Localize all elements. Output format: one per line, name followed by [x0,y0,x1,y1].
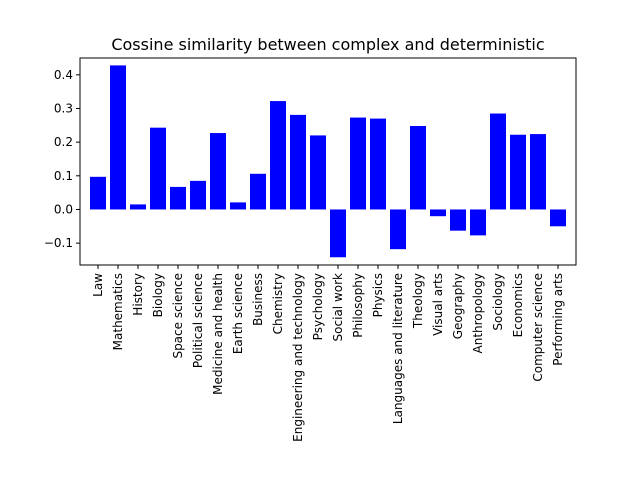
bar-anthropology [470,209,486,236]
x-axis: Law Mathematics History Biology Space scienc… [91,265,565,442]
bar-theology [410,125,426,210]
x-tick-label: Biology [151,273,165,317]
y-axis: −0.1 0.0 0.1 0.2 0.3 0.4 [44,68,80,250]
x-tick-label: Earth science [231,273,245,354]
bar-biology [150,127,166,210]
bar-performing-arts [550,209,566,227]
x-tick-label: Psychology [311,273,325,340]
x-tick-label: Theology [411,273,425,329]
y-tick-label: −0.1 [44,236,73,250]
bar-space-science [170,186,186,210]
x-tick-label: Visual arts [431,273,445,336]
bar-philosophy [350,117,366,210]
bar-business [250,173,266,210]
x-tick-label: Computer science [531,273,545,382]
bar-psychology [310,135,326,210]
bar-political-science [190,180,206,210]
x-tick-label: Physics [371,273,385,317]
x-tick-label: Engineering and technology [291,273,305,442]
bar-economics [510,134,526,210]
chart-title: Cossine similarity between complex and d… [111,35,544,54]
x-tick-label: Geography [451,273,465,339]
bar-medicine-and-health [210,133,226,210]
x-tick-label: Languages and literature [391,273,405,424]
bar-languages-and-literature [390,209,406,250]
x-tick-label: Medicine and health [211,273,225,395]
x-tick-label: Business [251,273,265,326]
x-tick-label: Law [91,273,105,297]
x-tick-label: Performing arts [551,273,565,366]
x-tick-label: Political science [191,273,205,368]
bar-sociology [490,113,506,210]
bar-mathematics [110,65,126,210]
bar-geography [450,209,466,231]
bar-visual-arts [430,209,446,217]
bar-engineering-and-technology [290,114,306,210]
x-tick-label: History [131,273,145,316]
y-tick-label: 0.0 [54,202,73,216]
bar-computer-science [530,134,546,210]
plot-frame [79,57,577,266]
x-tick-label: Anthropology [471,273,485,354]
y-tick-label: 0.2 [54,135,73,149]
bar-earth-science [230,202,246,210]
y-tick-label: 0.1 [54,169,73,183]
y-tick-label: 0.3 [54,101,73,115]
x-tick-label: Sociology [491,273,505,331]
bar-chemistry [270,101,286,210]
x-tick-label: Mathematics [111,273,125,350]
x-tick-label: Space science [171,273,185,359]
x-tick-label: Economics [511,273,525,337]
x-tick-label: Social work [331,273,345,341]
bar-law [90,176,106,210]
bar-physics [370,118,386,210]
bars [90,65,566,258]
y-tick-label: 0.4 [54,68,73,82]
x-tick-label: Chemistry [271,273,285,334]
bar-social-work [330,209,346,258]
x-tick-label: Philosophy [351,273,365,338]
bar-history [130,204,146,210]
